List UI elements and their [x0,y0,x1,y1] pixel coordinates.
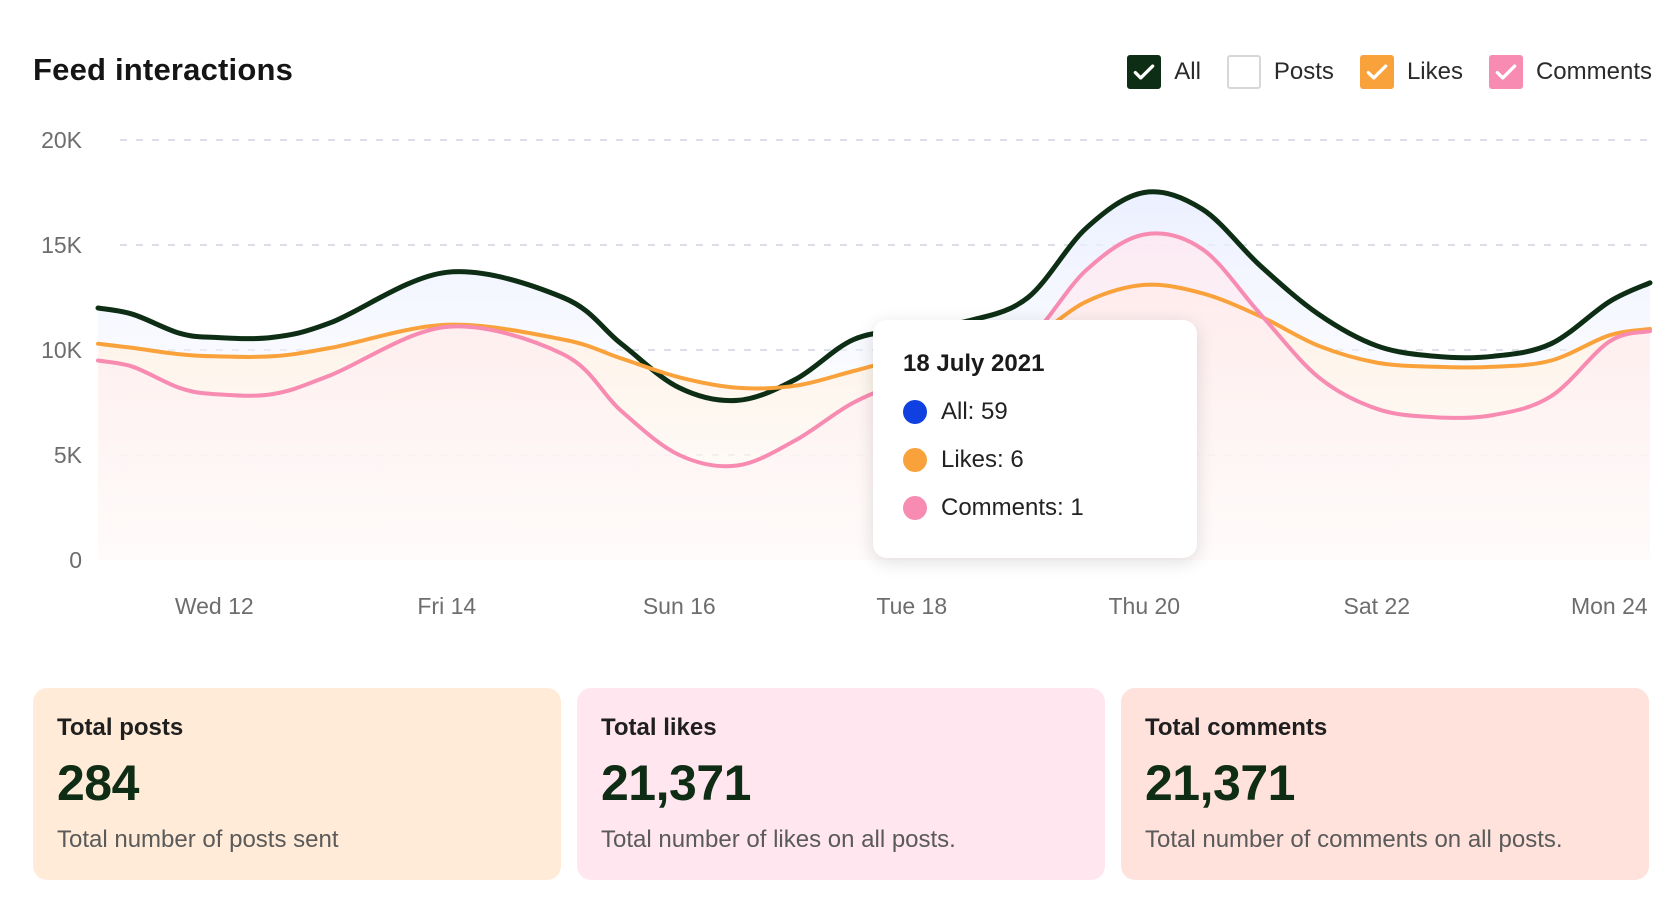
legend-item-comments[interactable]: Comments [1488,55,1652,89]
card-total-comments: Total comments 21,371 Total number of co… [1121,688,1649,880]
card-description: Total number of comments on all posts. [1145,826,1563,853]
legend-label-posts: Posts [1273,58,1334,85]
card-value: 21,371 [601,755,751,811]
legend-label-comments: Comments [1535,58,1652,85]
x-tick-label: Tue 18 [876,593,947,619]
card-value: 21,371 [1145,755,1295,811]
tooltip-text-comments: Comments: 1 [941,494,1084,521]
x-tick-label: Sun 16 [643,593,716,619]
legend-item-posts[interactable]: Posts [1226,55,1334,89]
tooltip-dot-likes [903,448,927,472]
x-tick-label: Mon 24 [1571,593,1648,619]
card-total-posts: Total posts 284 Total number of posts se… [33,688,561,880]
tooltip-dot-all [903,400,927,424]
card-value: 284 [57,755,139,811]
tooltip-row-comments: Comments: 1 [903,494,1167,522]
card-description: Total number of likes on all posts. [601,826,956,853]
x-tick-label: Sat 22 [1344,593,1411,619]
card-description: Total number of posts sent [57,826,339,853]
x-axis: Wed 12 Fri 14 Sun 16 Tue 18 Thu 20 Sat 22 Mon … [175,593,1648,619]
card-title: Total likes [601,714,717,741]
x-tick-label: Wed 12 [175,593,254,619]
y-tick-label: 15K [41,232,83,258]
check-icon [1495,64,1517,80]
card-title: Total posts [57,714,184,741]
card-total-likes: Total likes 21,371 Total number of likes… [577,688,1105,880]
checkbox-comments[interactable] [1488,55,1523,89]
legend-label-likes: Likes [1406,58,1463,85]
legend-label-all: All [1174,58,1201,85]
legend-item-all[interactable]: All [1127,55,1201,89]
tooltip-row-all: All: 59 [903,398,1167,426]
check-icon [1133,64,1155,80]
chart-title: Feed interactions [33,52,294,87]
checkbox-all[interactable] [1127,55,1162,89]
card-title: Total comments [1145,714,1328,741]
tooltip-text-all: All: 59 [941,398,1008,425]
chart-tooltip: 18 July 2021 All: 59 Likes: 6 Comments: … [873,320,1197,558]
x-tick-label: Fri 14 [417,593,476,619]
y-tick-label: 20K [41,127,83,153]
y-tick-label: 10K [41,337,83,363]
x-tick-label: Thu 20 [1108,593,1180,619]
tooltip-date: 18 July 2021 [903,350,1045,377]
checkbox-likes[interactable] [1359,55,1394,89]
tooltip-text-likes: Likes: 6 [941,446,1024,473]
legend: All Posts Likes Comments [1101,55,1652,89]
checkbox-posts[interactable] [1226,55,1261,89]
tooltip-dot-comments [903,496,927,520]
y-axis: 0 5K 10K 15K 20K [41,127,83,573]
y-tick-label: 0 [69,547,82,573]
line-chart: 0 5K 10K 15K 20K Wed 12 Fri 14 Sun 16 Tue 18 Thu… [41,127,1653,619]
legend-item-likes[interactable]: Likes [1359,55,1463,89]
tooltip-row-likes: Likes: 6 [903,446,1167,474]
y-tick-label: 5K [54,442,83,468]
check-icon [1366,64,1388,80]
